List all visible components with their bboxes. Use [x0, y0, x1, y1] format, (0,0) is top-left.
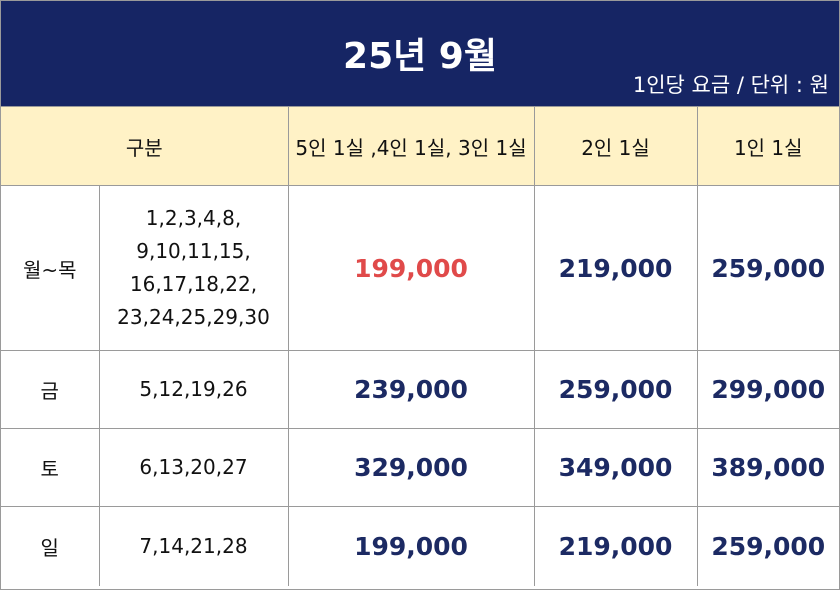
- unit-note: 1인당 요금 / 단위 : 원: [632, 73, 829, 97]
- price-cell: 389,000: [696, 428, 839, 507]
- price-cell: 199,000: [287, 506, 535, 586]
- price-cell: 259,000: [696, 185, 839, 351]
- price-cell-highlight: 199,000: [287, 185, 535, 351]
- dates-cell: 5,12,19,26: [98, 350, 289, 429]
- price-cell: 239,000: [287, 350, 535, 429]
- price-table: 구분 5인 1실 ,4인 1실, 3인 1실 2인 1실 1인 1실 월~목 1…: [1, 106, 839, 586]
- price-cell: 259,000: [533, 350, 698, 429]
- day-label: 토: [1, 428, 100, 507]
- price-cell: 219,000: [533, 506, 698, 586]
- price-cell: 219,000: [533, 185, 698, 351]
- day-label: 월~목: [1, 185, 100, 351]
- column-header-1-person-room: 1인 1실: [696, 106, 839, 186]
- table-row: 월~목 1,2,3,4,8, 9,10,11,15, 16,17,18,22, 23,…: [1, 185, 839, 351]
- day-label: 일: [1, 506, 100, 586]
- column-header-category: 구분: [1, 106, 289, 186]
- price-cell: 299,000: [696, 350, 839, 429]
- price-cell: 329,000: [287, 428, 535, 507]
- column-header-3to5-person-room: 5인 1실 ,4인 1실, 3인 1실: [287, 106, 535, 186]
- price-cell: 259,000: [696, 506, 839, 586]
- dates-cell: 1,2,3,4,8, 9,10,11,15, 16,17,18,22, 23,24,2…: [98, 185, 289, 351]
- column-header-2-person-room: 2인 1실: [533, 106, 698, 186]
- page-title: 25년 9월: [343, 36, 497, 77]
- table-header-row: 구분 5인 1실 ,4인 1실, 3인 1실 2인 1실 1인 1실: [1, 106, 839, 186]
- table-row: 금 5,12,19,26 239,000 259,000 299,000: [1, 350, 839, 429]
- price-cell: 349,000: [533, 428, 698, 507]
- dates-cell: 7,14,21,28: [98, 506, 289, 586]
- title-banner: 25년 9월 1인당 요금 / 단위 : 원: [1, 1, 839, 106]
- dates-cell: 6,13,20,27: [98, 428, 289, 507]
- day-label: 금: [1, 350, 100, 429]
- table-row: 일 7,14,21,28 199,000 219,000 259,000: [1, 506, 839, 586]
- table-row: 토 6,13,20,27 329,000 349,000 389,000: [1, 428, 839, 507]
